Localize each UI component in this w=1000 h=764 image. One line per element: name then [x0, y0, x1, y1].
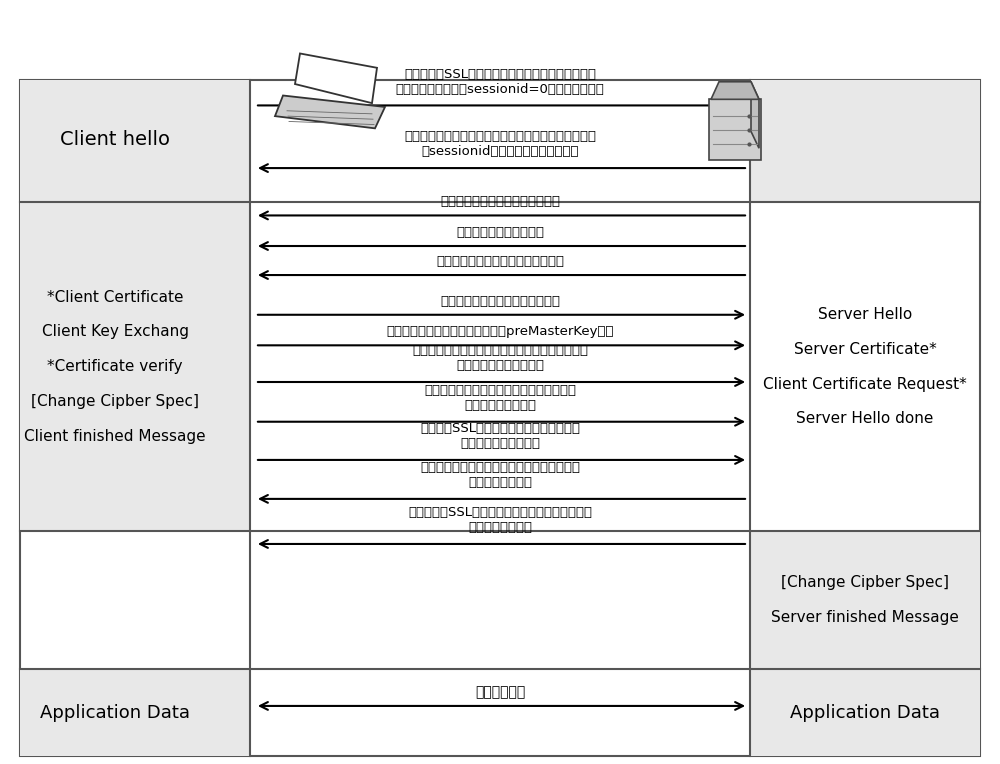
Bar: [750, 668, 980, 756]
Text: 应用数据传送: 应用数据传送: [475, 685, 525, 699]
Text: 客户端的SSL协商成功结束，发送握手验证
报文确保消息的完整性: 客户端的SSL协商成功结束，发送握手验证 报文确保消息的完整性: [420, 422, 580, 450]
Text: 服务器端的SSL协商成功结束，发送握手验证报文
确保消息的完整性: 服务器端的SSL协商成功结束，发送握手验证报文 确保消息的完整性: [408, 507, 592, 534]
Bar: [750, 80, 980, 202]
Bar: [20, 202, 250, 531]
Text: Application Data: Application Data: [790, 704, 940, 722]
Text: 服务器选择版本，确定要用的加密套件、压缩算法，计
算sessionid，以及随机数发给客户端: 服务器选择版本，确定要用的加密套件、压缩算法，计 算sessionid，以及随机…: [404, 131, 596, 158]
Text: Server Hello

Server Certificate*

Client Certificate Request*

Server Hello don: Server Hello Server Certificate* Client …: [763, 307, 967, 426]
Text: 客户端向服务器端发送自己的证书: 客户端向服务器端发送自己的证书: [440, 294, 560, 308]
Polygon shape: [751, 82, 759, 148]
Polygon shape: [275, 96, 385, 128]
Text: 服务器将自己的证书发送给客户端: 服务器将自己的证书发送给客户端: [440, 195, 560, 209]
Text: 改变加密约定消息，通知客户端，之后的消息
开始启用加密参数: 改变加密约定消息，通知客户端，之后的消息 开始启用加密参数: [420, 461, 580, 489]
Text: 携带客户的SSL版本号，加密套件列表，压缩算法列
表，客户端随机数，sessionid=0，传送给服务器: 携带客户的SSL版本号，加密套件列表，压缩算法列 表，客户端随机数，sessio…: [396, 68, 604, 96]
Text: Client hello: Client hello: [60, 131, 170, 149]
Bar: [750, 531, 980, 668]
Bar: [20, 80, 250, 202]
Text: *Client Certificate

Client Key Exchang

*Certificate verify

[Change Cipber Spe: *Client Certificate Client Key Exchang *…: [24, 290, 206, 444]
FancyBboxPatch shape: [709, 99, 761, 160]
Text: 改变加密约定消息，通知服务器，之后的消
息开始启用加密参数: 改变加密约定消息，通知服务器，之后的消 息开始启用加密参数: [424, 384, 576, 412]
Polygon shape: [711, 82, 759, 99]
Text: 服务端通知客户端握手消息发送完成: 服务端通知客户端握手消息发送完成: [436, 254, 564, 268]
Polygon shape: [295, 53, 377, 103]
Bar: [20, 668, 250, 756]
Text: 服务端向客户端索要证书: 服务端向客户端索要证书: [456, 225, 544, 239]
Text: 客户端证书验证，让服务器验证发消息的客户端和
客户端证书的真实所有者: 客户端证书验证，让服务器验证发消息的客户端和 客户端证书的真实所有者: [412, 345, 588, 372]
Polygon shape: [20, 80, 980, 756]
Text: 客户端密钥交换（产生预主密钥（preMasterKey））: 客户端密钥交换（产生预主密钥（preMasterKey））: [386, 325, 614, 338]
Text: [Change Cipber Spec]

Server finished Message: [Change Cipber Spec] Server finished Mes…: [771, 575, 959, 625]
Text: Application Data: Application Data: [40, 704, 190, 722]
